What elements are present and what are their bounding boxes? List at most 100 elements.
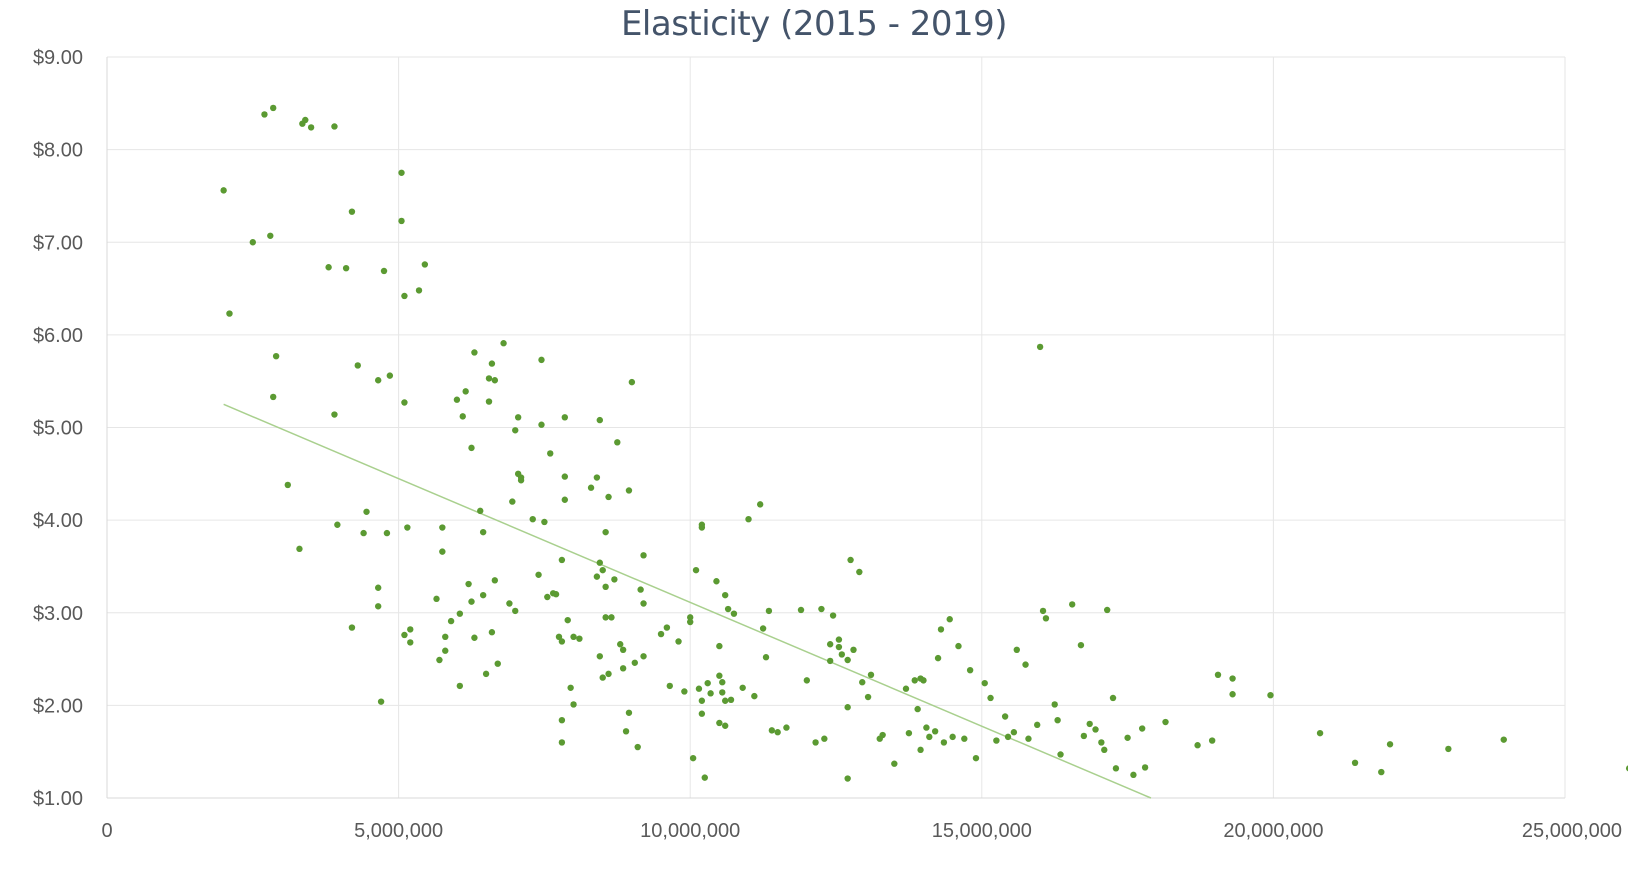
- data-point: [844, 775, 851, 782]
- data-point: [331, 411, 338, 418]
- data-point: [494, 660, 501, 667]
- data-point: [698, 710, 706, 717]
- data-point: [803, 677, 811, 684]
- data-point: [1080, 732, 1088, 740]
- data-point: [485, 398, 493, 405]
- data-point: [407, 639, 414, 646]
- data-point: [272, 352, 280, 360]
- data-point: [1112, 765, 1120, 772]
- data-point: [485, 375, 493, 382]
- data-point: [716, 719, 723, 727]
- data-point: [270, 104, 277, 112]
- data-point: [1109, 694, 1117, 702]
- data-point: [625, 709, 633, 716]
- data-point: [745, 515, 752, 523]
- data-point: [701, 774, 708, 781]
- data-point: [1086, 720, 1093, 728]
- data-point: [593, 573, 601, 580]
- data-point: [768, 727, 776, 734]
- data-point: [716, 672, 723, 679]
- data-point: [937, 626, 945, 633]
- data-point: [698, 697, 706, 704]
- y-tick-label: $3.00: [33, 603, 83, 625]
- x-tick-label: 25,000,000: [1522, 820, 1622, 842]
- data-point: [570, 633, 577, 641]
- data-point: [724, 605, 732, 613]
- y-tick-label: $7.00: [33, 232, 83, 254]
- data-point: [826, 641, 834, 648]
- data-point: [561, 414, 569, 421]
- data-point: [596, 559, 604, 566]
- data-point: [716, 642, 723, 650]
- data-point: [596, 416, 604, 424]
- data-point: [342, 264, 350, 272]
- y-tick-label: $2.00: [33, 695, 83, 717]
- data-point: [727, 696, 735, 704]
- data-point: [383, 529, 391, 537]
- data-point: [479, 528, 487, 536]
- data-point: [619, 646, 627, 653]
- data-point: [619, 665, 627, 672]
- data-point: [570, 701, 577, 708]
- data-point: [261, 111, 268, 118]
- data-point: [1054, 716, 1061, 724]
- data-point: [914, 705, 921, 713]
- data-point: [488, 629, 496, 636]
- data-point: [628, 378, 636, 386]
- data-point: [535, 571, 542, 578]
- data-point: [436, 656, 443, 664]
- data-point: [911, 677, 918, 684]
- data-point: [564, 616, 571, 624]
- data-point: [386, 372, 394, 379]
- data-point: [617, 641, 624, 648]
- data-point: [675, 638, 682, 645]
- data-point: [765, 607, 773, 615]
- data-point: [558, 739, 566, 746]
- data-point: [1500, 736, 1507, 743]
- data-point: [529, 515, 536, 523]
- y-tick-label: $1.00: [33, 788, 83, 810]
- data-point: [456, 610, 464, 617]
- data-point: [1092, 726, 1099, 733]
- data-point: [859, 679, 866, 686]
- data-point: [593, 474, 601, 481]
- data-point: [442, 633, 449, 641]
- y-tick-label: $5.00: [33, 418, 83, 440]
- x-tick-label: 5,000,000: [354, 820, 443, 842]
- data-point: [631, 659, 638, 666]
- data-point: [923, 724, 930, 731]
- data-point: [640, 552, 647, 559]
- data-point: [762, 654, 770, 661]
- data-point: [561, 473, 569, 480]
- data-point: [955, 642, 962, 650]
- data-point: [704, 679, 711, 687]
- data-point: [622, 728, 630, 735]
- data-point: [558, 638, 566, 645]
- data-point: [377, 698, 385, 705]
- data-point: [439, 548, 446, 555]
- chart-title: Elasticity (2015 - 2019): [620, 4, 1008, 44]
- data-point: [1445, 745, 1452, 753]
- data-point: [334, 521, 341, 528]
- data-point: [634, 743, 641, 751]
- data-point: [360, 529, 367, 537]
- data-point: [602, 614, 609, 621]
- data-point: [587, 484, 595, 491]
- data-point: [687, 618, 694, 626]
- data-point: [544, 593, 551, 601]
- data-point: [602, 528, 609, 536]
- data-point: [993, 737, 1000, 744]
- data-point: [398, 217, 405, 225]
- x-tick-label: 0: [101, 820, 112, 842]
- data-point: [1101, 746, 1108, 754]
- data-point: [835, 636, 843, 643]
- data-point: [599, 674, 606, 681]
- data-point: [812, 739, 819, 746]
- data-point: [1625, 765, 1628, 772]
- data-point: [1098, 739, 1105, 746]
- data-point: [739, 684, 746, 691]
- data-point: [506, 600, 513, 607]
- data-point: [459, 413, 466, 420]
- data-point: [307, 124, 315, 131]
- data-point: [1141, 764, 1149, 771]
